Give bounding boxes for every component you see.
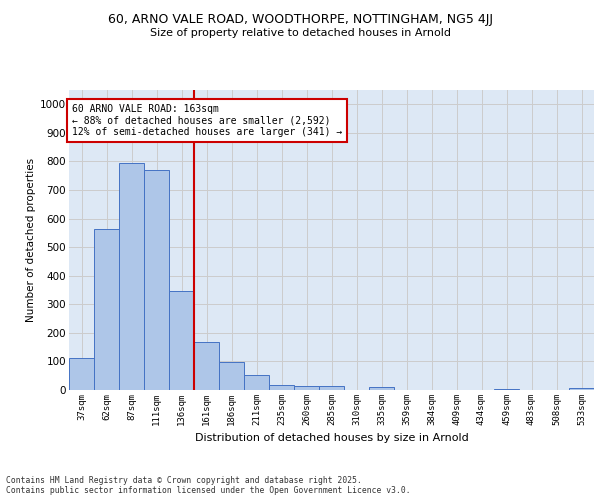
Bar	[69, 358, 94, 390]
Text: Size of property relative to detached houses in Arnold: Size of property relative to detached ho…	[149, 28, 451, 38]
Bar	[219, 362, 244, 390]
Bar	[194, 342, 219, 390]
Bar	[244, 375, 269, 390]
Bar	[294, 386, 319, 390]
Bar	[319, 386, 344, 390]
Bar	[169, 290, 194, 390]
Bar	[494, 388, 519, 390]
Text: 60, ARNO VALE ROAD, WOODTHORPE, NOTTINGHAM, NG5 4JJ: 60, ARNO VALE ROAD, WOODTHORPE, NOTTINGH…	[107, 12, 493, 26]
Text: 60 ARNO VALE ROAD: 163sqm
← 88% of detached houses are smaller (2,592)
12% of se: 60 ARNO VALE ROAD: 163sqm ← 88% of detac…	[71, 104, 342, 138]
Y-axis label: Number of detached properties: Number of detached properties	[26, 158, 36, 322]
Bar	[569, 388, 594, 390]
Bar	[119, 163, 144, 390]
Bar	[269, 385, 294, 390]
Text: Contains HM Land Registry data © Crown copyright and database right 2025.
Contai: Contains HM Land Registry data © Crown c…	[6, 476, 410, 495]
X-axis label: Distribution of detached houses by size in Arnold: Distribution of detached houses by size …	[194, 434, 469, 444]
Bar	[94, 229, 119, 390]
Bar	[369, 387, 394, 390]
Bar	[144, 170, 169, 390]
